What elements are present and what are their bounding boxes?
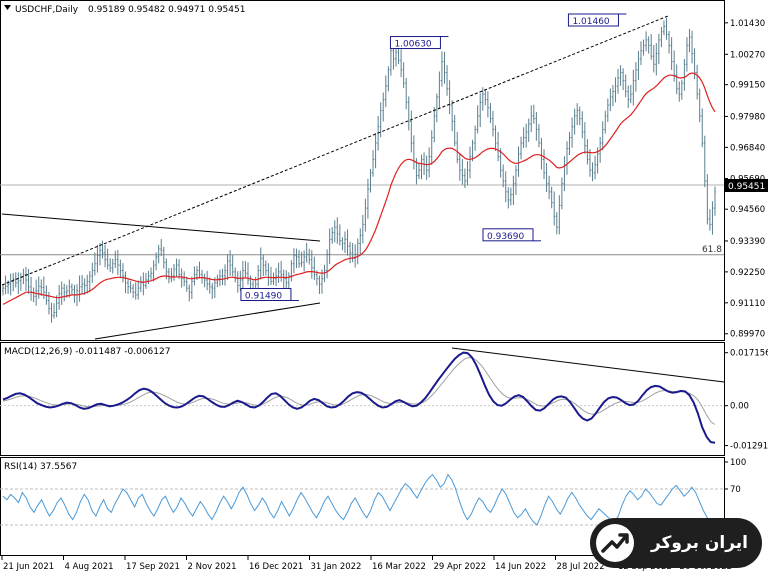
rsi-label: RSI(14) 37.5567 (4, 462, 77, 472)
macd-divergence-line (451, 347, 725, 383)
rsi-line (2, 473, 716, 526)
time-x-axis: 21 Jun 2021 4 Aug 2021 17 Sep 2021 2 Nov 20… (1, 556, 732, 572)
moving-average-line (2, 72, 716, 305)
price-candles (2, 18, 716, 323)
price-annotation-label: 0.93690 (487, 232, 524, 242)
macd-label: MACD(12,26,9) -0.011487 -0.006127 (4, 347, 170, 357)
trend-arrow-icon (601, 533, 629, 553)
current-price-tag-bg (725, 179, 768, 192)
macd-tick-label: 0.017156 (730, 349, 768, 359)
fib-level-label: 61.8 (702, 245, 722, 255)
chart-symbol-label: USDCHF,Daily (15, 5, 79, 15)
time-tick-label: 4 Aug 2021 (65, 562, 114, 572)
price-tick-label: 0.89970 (730, 330, 765, 340)
price-tick-label: 0.93390 (730, 237, 765, 247)
price-annotations: 1.00630 1.01460 0.93690 0.91490 (240, 13, 627, 302)
macd-y-axis: 0.017156 0.00 -0.012917 (724, 349, 768, 452)
price-tick-label: 0.97980 (730, 112, 765, 122)
symbol-dropdown-icon[interactable] (4, 5, 11, 10)
macd-main-line (2, 351, 716, 444)
rsi-tick-label: 70 (730, 485, 741, 495)
price-annotation-box (482, 228, 534, 242)
time-tick-label: 14 Jun 2022 (495, 562, 546, 572)
time-tick-label: 16 Dec 2021 (249, 562, 303, 572)
broker-watermark: ایران بروکر (590, 518, 762, 568)
time-tick-label: 21 Jun 2021 (3, 562, 54, 572)
time-tick-label: 17 Sep 2021 (126, 562, 180, 572)
price-annotation-label: 1.01460 (572, 17, 609, 27)
price-annotation-box (567, 13, 619, 27)
price-tick-label: 0.91110 (730, 299, 765, 309)
rsi-tick-label: 100 (730, 458, 746, 468)
trendline-upper-wedge (1, 213, 321, 242)
price-panel-frame (0, 0, 725, 341)
price-tick-label: 1.00270 (730, 50, 765, 60)
current-price-tag: 0.95451 (728, 182, 765, 192)
time-tick-label: 31 Jan 2022 (311, 562, 362, 572)
price-tick-label: 0.94560 (730, 205, 765, 215)
price-tick-label: 0.99150 (730, 81, 765, 91)
price-tick-label: 1.01430 (730, 19, 765, 29)
chart-ohlc-label: 0.95189 0.95482 0.94971 0.95451 (88, 5, 245, 15)
time-tick-label: 2 Nov 2021 (188, 562, 237, 572)
trendline-lower-wedge (94, 302, 321, 340)
price-tick-label: 0.92250 (730, 268, 765, 278)
price-annotation-box (389, 36, 441, 50)
macd-tick-label: -0.012917 (730, 442, 768, 452)
time-tick-label: 29 Apr 2022 (434, 562, 487, 572)
price-tick-label: 0.96840 (730, 143, 765, 153)
time-tick-label: 16 Mar 2022 (372, 562, 426, 572)
macd-panel-frame (0, 342, 725, 456)
price-annotation-label: 1.00630 (394, 40, 431, 50)
price-annotation-box (240, 288, 292, 302)
price-annotation-label: 0.91490 (245, 292, 282, 302)
broker-watermark-text: ایران بروکر (650, 533, 748, 553)
time-tick-label: 28 Jul 2022 (557, 562, 605, 572)
macd-tick-label: 0.00 (730, 402, 749, 412)
